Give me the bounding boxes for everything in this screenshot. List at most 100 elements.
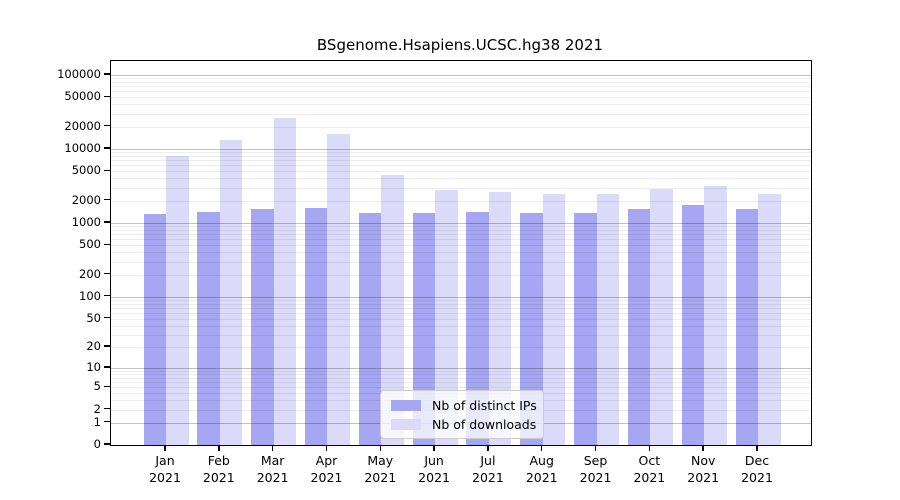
x-tick-mark: [164, 446, 166, 451]
x-tick-label: Feb 2021: [202, 453, 235, 485]
plot-area: Nb of distinct IPs Nb of downloads: [110, 60, 812, 446]
x-tick-mark: [702, 446, 704, 451]
y-tick-mark: [104, 272, 110, 275]
y-tick-label: 50: [86, 310, 101, 325]
y-tick-label: 2000: [71, 192, 101, 207]
y-tick-mark: [104, 95, 110, 97]
x-tick-label: Sep 2021: [579, 453, 612, 485]
gridline-major: [111, 148, 811, 150]
bar-distinct-ips: [627, 208, 651, 445]
x-tick-label: Oct 2021: [633, 453, 666, 485]
bar-downloads: [596, 193, 620, 445]
y-tick-label: 50000: [64, 89, 101, 104]
bar-distinct-ips: [520, 213, 543, 445]
y-tick-mark: [104, 316, 110, 319]
legend-item-distinct-ips: Nb of distinct IPs: [391, 397, 537, 413]
y-tick-label: 1: [93, 414, 101, 429]
y-tick-mark: [104, 169, 110, 171]
y-tick-label: 200: [79, 266, 101, 281]
gridline-minor: [111, 152, 811, 154]
gridline-minor: [111, 165, 811, 167]
bar-distinct-ips: [681, 205, 705, 445]
gridline-minor: [111, 78, 811, 80]
gridline-minor: [111, 171, 811, 173]
y-tick-mark: [104, 73, 110, 75]
x-tick-label: Jun 2021: [418, 453, 450, 485]
x-tick-label: Apr 2021: [310, 453, 343, 485]
bar-downloads: [650, 189, 673, 445]
legend-label: Nb of distinct IPs: [432, 397, 537, 413]
gridline-minor: [111, 156, 811, 158]
y-tick-mark: [104, 243, 110, 245]
y-tick-mark: [104, 366, 110, 368]
y-tick-mark: [104, 407, 110, 410]
x-tick-label: Mar 2021: [256, 453, 289, 485]
x-tick-mark: [325, 446, 328, 451]
x-tick-label: May 2021: [364, 453, 397, 485]
y-tick-label: 0: [93, 437, 101, 451]
legend-label: Nb of downloads: [432, 416, 537, 432]
bar-downloads: [273, 117, 297, 445]
gridline-major: [111, 74, 811, 76]
y-tick-mark: [104, 294, 110, 297]
gridline-minor: [111, 113, 811, 115]
y-tick-mark: [104, 443, 110, 445]
x-tick-label: Jan 2021: [149, 453, 181, 485]
x-tick-mark: [756, 446, 758, 451]
bar-distinct-ips: [197, 212, 220, 445]
bar-distinct-ips: [735, 209, 758, 445]
x-tick-label: Jul 2021: [472, 453, 504, 485]
y-tick-label: 5000: [71, 163, 101, 178]
bar-downloads: [542, 193, 566, 445]
x-tick-mark: [218, 446, 220, 451]
y-tick-label: 2: [93, 401, 101, 416]
gridline-minor: [111, 97, 811, 99]
gridline-minor: [111, 160, 811, 162]
bar-downloads: [704, 186, 727, 445]
y-tick-mark: [104, 345, 110, 347]
y-tick-mark: [104, 421, 110, 423]
bar-distinct-ips: [358, 212, 382, 445]
gridline-minor: [111, 82, 811, 84]
gridline-minor: [111, 178, 811, 180]
bar-downloads: [381, 174, 404, 445]
y-tick-label: 5: [93, 379, 101, 394]
gridline-minor: [111, 104, 811, 106]
y-tick-mark: [104, 125, 110, 127]
bar-distinct-ips: [412, 212, 436, 445]
legend-item-downloads: Nb of downloads: [391, 416, 537, 432]
y-tick-label: 100: [79, 288, 101, 303]
y-tick-mark: [104, 221, 110, 223]
x-tick-mark: [648, 446, 651, 451]
x-tick-mark: [433, 446, 435, 451]
y-tick-label: 20: [86, 339, 101, 354]
bar-downloads: [488, 192, 512, 445]
bar-downloads: [435, 189, 458, 445]
x-tick-mark: [379, 446, 381, 451]
bar-downloads: [166, 156, 189, 445]
y-tick-label: 10000: [64, 140, 101, 155]
gridline-minor: [111, 126, 811, 128]
y-tick-mark: [104, 385, 110, 388]
bar-distinct-ips: [251, 209, 274, 445]
x-tick-label: Aug 2021: [525, 453, 558, 485]
y-tick-mark: [104, 147, 110, 149]
x-tick-label: Dec 2021: [741, 453, 773, 485]
y-tick-label: 1000: [71, 214, 101, 229]
y-tick-mark: [104, 199, 110, 201]
legend-color-swatch-distinct-ips: [391, 399, 421, 411]
legend-color-swatch-downloads: [391, 418, 421, 430]
bar-downloads: [219, 140, 243, 445]
y-tick-label: 10: [86, 359, 101, 374]
bar-downloads: [327, 133, 350, 445]
x-tick-mark: [271, 446, 274, 451]
x-tick-mark: [541, 446, 543, 451]
x-tick-label: Nov 2021: [687, 453, 720, 485]
bar-distinct-ips: [466, 211, 489, 445]
legend: Nb of distinct IPs Nb of downloads: [380, 390, 544, 439]
bar-downloads: [758, 193, 781, 445]
x-tick-mark: [594, 446, 597, 451]
chart-title: BSgenome.Hsapiens.UCSC.hg38 2021: [316, 36, 604, 54]
bar-distinct-ips: [304, 208, 328, 445]
